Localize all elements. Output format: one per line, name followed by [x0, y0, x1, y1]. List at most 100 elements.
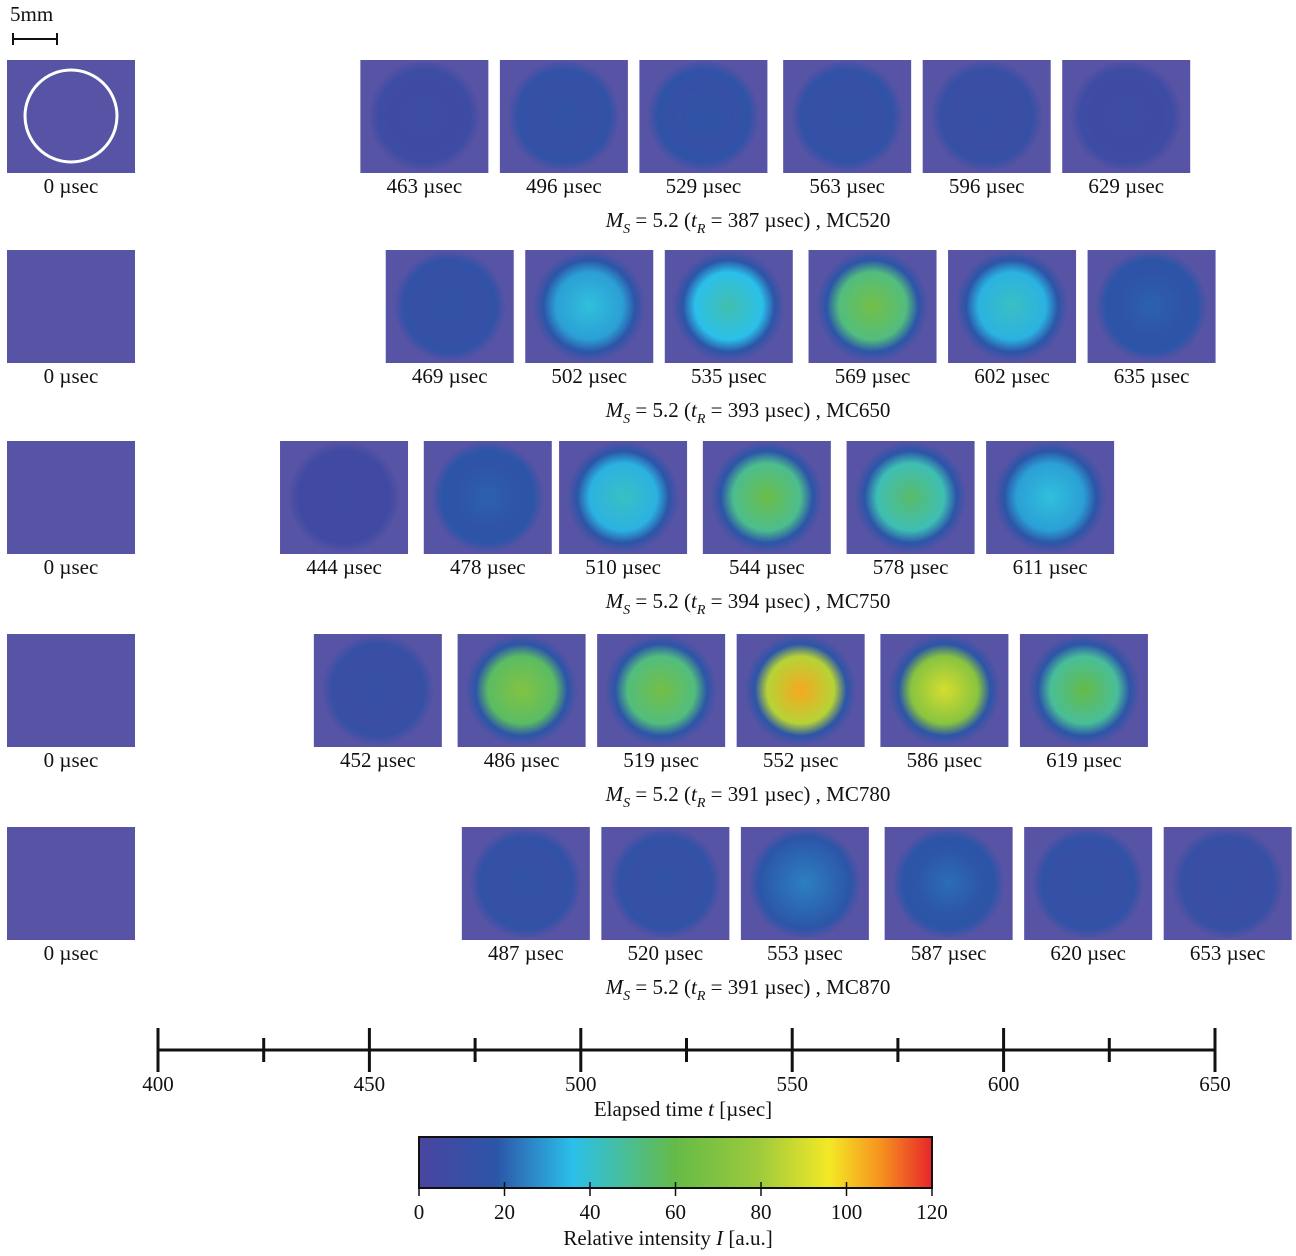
frame-label: 487 µsec [488, 941, 564, 965]
frame-label: 569 µsec [835, 364, 911, 388]
caption-part: R [696, 412, 706, 427]
intensity-spot [817, 250, 929, 362]
frame-label: 496 µsec [526, 174, 602, 198]
frame-label: 486 µsec [484, 748, 560, 772]
intensity-spot [855, 441, 967, 553]
caption-part: = 5.2 ( [630, 975, 691, 999]
frame-label: 602 µsec [974, 364, 1050, 388]
frame-label: 586 µsec [907, 748, 983, 772]
caption-part: S [623, 603, 630, 618]
intensity-spot [1028, 634, 1140, 746]
frame-label: 510 µsec [585, 555, 661, 579]
time-tick-label: 400 [142, 1072, 174, 1096]
intensity-spot [368, 60, 480, 172]
frame-label: 463 µsec [387, 174, 463, 198]
caption-part: S [623, 412, 630, 427]
caption-part: , MC650 [810, 398, 890, 422]
intensity-spot [609, 827, 721, 939]
reference-frame [7, 250, 135, 363]
intensity-spot [1172, 827, 1284, 939]
intensity-spot [893, 827, 1005, 939]
frame-label: 587 µsec [911, 941, 987, 965]
intensity-spot [533, 250, 645, 362]
intensity-spot [956, 250, 1068, 362]
row-caption: MS = 5.2 (tR = 393 µsec) , MC650 [605, 398, 891, 427]
title-part: [µsec] [714, 1097, 772, 1121]
intensity-spot [466, 634, 578, 746]
caption-part: M [605, 975, 625, 999]
colorbar-tick-label: 40 [580, 1200, 601, 1224]
intensity-spot [1032, 827, 1144, 939]
time-tick-label: 600 [988, 1072, 1020, 1096]
caption-part: , MC520 [810, 208, 890, 232]
caption-part: = 5.2 ( [630, 208, 691, 232]
caption-part: = 5.2 ( [630, 782, 691, 806]
caption-part: , MC750 [810, 589, 890, 613]
caption-part: = 391 µsec) [705, 782, 810, 806]
title-part: Relative intensity [563, 1226, 716, 1250]
frame-label: 552 µsec [763, 748, 839, 772]
colorbar-tick-label: 60 [665, 1200, 686, 1224]
caption-part: M [605, 208, 625, 232]
figure: 5mm 0 µsec463 µsec496 µsec529 µsec563 µs… [0, 0, 1296, 1256]
caption-part: R [696, 603, 706, 618]
caption-part: M [605, 398, 625, 422]
time-axis-title: Elapsed time t [µsec] [594, 1097, 772, 1121]
intensity-spot [711, 441, 823, 553]
colorbar-tick-label: 120 [916, 1200, 948, 1224]
colorbar [419, 1137, 932, 1188]
frame-label: 635 µsec [1114, 364, 1190, 388]
intensity-spot [673, 250, 785, 362]
caption-part: M [605, 782, 625, 806]
time-tick-label: 650 [1199, 1072, 1231, 1096]
frame-label: 0 µsec [44, 941, 99, 965]
caption-part: S [623, 989, 630, 1004]
colorbar-tick-label: 20 [494, 1200, 515, 1224]
frame-label: 653 µsec [1190, 941, 1266, 965]
time-tick-label: 550 [776, 1072, 808, 1096]
intensity-spot [791, 60, 903, 172]
frame-label: 535 µsec [691, 364, 767, 388]
scale-bar [13, 33, 57, 45]
caption-part: = 391 µsec) [705, 975, 810, 999]
frame-label: 553 µsec [767, 941, 843, 965]
frame-label: 596 µsec [949, 174, 1025, 198]
intensity-spot [322, 634, 434, 746]
caption-part: R [696, 989, 706, 1004]
frame-label: 0 µsec [44, 364, 99, 388]
colorbar-tick-label: 80 [751, 1200, 772, 1224]
caption-part: , MC780 [810, 782, 890, 806]
row-caption: MS = 5.2 (tR = 387 µsec) , MC520 [605, 208, 891, 237]
intensity-spot [567, 441, 679, 553]
frame-label: 544 µsec [729, 555, 805, 579]
intensity-spot [470, 827, 582, 939]
colorbar-tick-label: 100 [831, 1200, 863, 1224]
frame-label: 620 µsec [1050, 941, 1126, 965]
intensity-spot [508, 60, 620, 172]
caption-part: R [696, 796, 706, 811]
caption-part: S [623, 222, 630, 237]
frame-label: 578 µsec [873, 555, 949, 579]
colorbar-tick-label: 0 [414, 1200, 425, 1224]
frame-label: 0 µsec [44, 174, 99, 198]
row-caption: MS = 5.2 (tR = 394 µsec) , MC750 [605, 589, 891, 618]
caption-part: = 393 µsec) [705, 398, 810, 422]
time-tick-label: 500 [565, 1072, 597, 1096]
time-tick-label: 450 [354, 1072, 386, 1096]
intensity-spot [994, 441, 1106, 553]
frame-label: 563 µsec [809, 174, 885, 198]
intensity-spot [605, 634, 717, 746]
frame-label: 0 µsec [44, 555, 99, 579]
caption-part: = 5.2 ( [630, 398, 691, 422]
frame-label: 529 µsec [666, 174, 742, 198]
intensity-spot [1070, 60, 1182, 172]
caption-part: , MC870 [810, 975, 890, 999]
frame-label: 444 µsec [306, 555, 382, 579]
frame-label: 520 µsec [628, 941, 704, 965]
reference-frame [7, 634, 135, 747]
intensity-spot [394, 250, 506, 362]
frame-label: 502 µsec [551, 364, 627, 388]
frame-label: 629 µsec [1088, 174, 1164, 198]
frame-label: 611 µsec [1013, 555, 1088, 579]
frame-label: 519 µsec [623, 748, 699, 772]
